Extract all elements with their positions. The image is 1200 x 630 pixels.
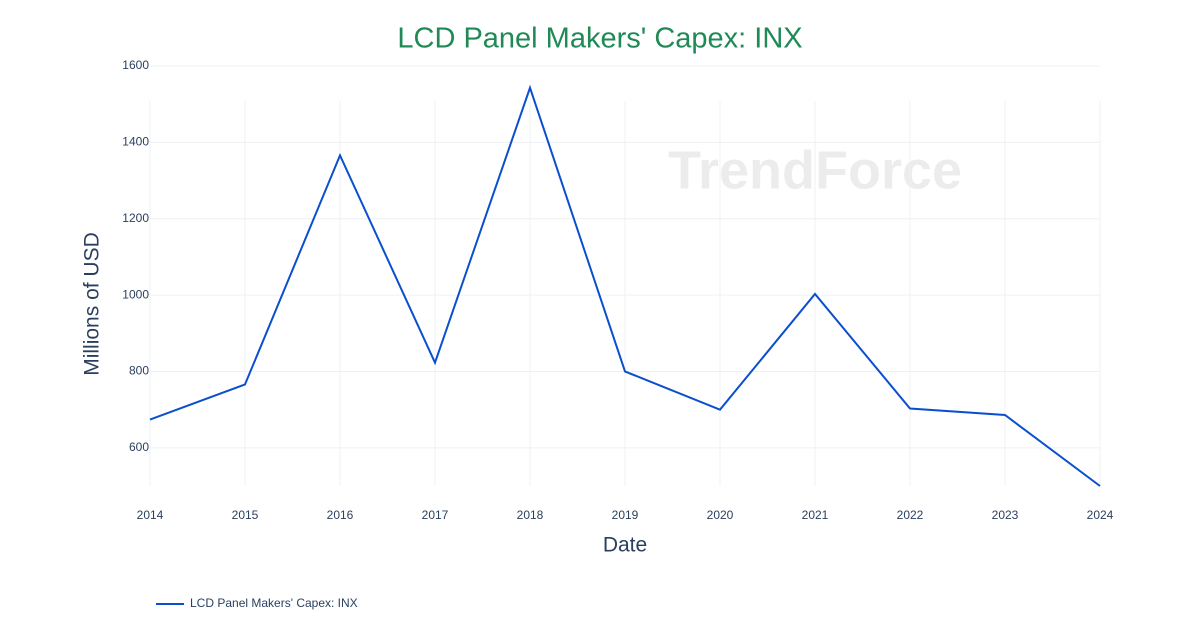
- chart-title: LCD Panel Makers' Capex: INX: [397, 23, 802, 55]
- y-tick-label: 1000: [122, 287, 149, 301]
- x-tick-label: 2014: [137, 508, 164, 522]
- x-tick-label: 2018: [517, 508, 544, 522]
- x-tick-label: 2020: [707, 508, 734, 522]
- x-tick-label: 2019: [612, 508, 639, 522]
- x-tick-label: 2016: [327, 508, 354, 522]
- x-tick-label: 2021: [802, 508, 829, 522]
- y-tick-label: 1400: [122, 135, 149, 149]
- x-tick-label: 2024: [1087, 508, 1114, 522]
- y-axis-title: Millions of USD: [81, 232, 104, 376]
- x-tick-label: 2015: [232, 508, 259, 522]
- y-tick-label: 800: [129, 364, 149, 378]
- x-axis-title: Date: [603, 534, 647, 557]
- x-tick-label: 2022: [897, 508, 924, 522]
- y-tick-label: 1600: [122, 58, 149, 72]
- x-tick-label: 2017: [422, 508, 449, 522]
- y-tick-label: 600: [129, 440, 149, 454]
- legend-label: LCD Panel Makers' Capex: INX: [190, 596, 358, 610]
- y-tick-label: 1200: [122, 211, 149, 225]
- line: [149, 84, 1101, 487]
- x-tick-label: 2023: [992, 508, 1019, 522]
